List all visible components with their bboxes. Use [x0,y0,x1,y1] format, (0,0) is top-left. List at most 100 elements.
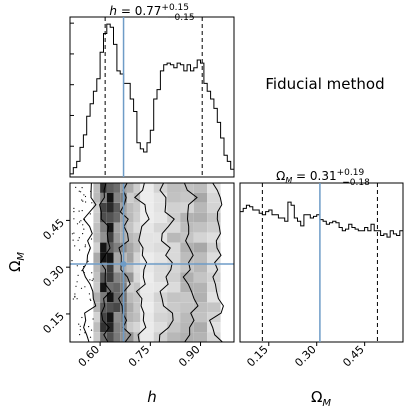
density-cell [180,292,194,303]
density-cell [153,183,168,193]
density-cell [93,202,101,213]
density-cell [153,292,168,303]
scatter-point [73,207,75,209]
contour-line [134,183,150,342]
density-cell [106,292,114,303]
density-cell [106,332,114,342]
density-cell [180,252,194,263]
density-cell [113,202,121,213]
density-cell [140,332,154,342]
scatter-point [79,334,81,336]
contour-line [182,183,199,342]
x-tick-label: 0.60 [76,343,103,370]
density-cell [167,212,181,223]
scatter-point [82,233,84,235]
density-cell [167,183,181,193]
joint-y-label-param: Ω [6,261,24,272]
density-cell [193,312,208,323]
density-cell [93,212,101,223]
density-cell [207,202,221,213]
density-cell [100,332,107,342]
density-cell [126,262,134,273]
scatter-point [78,190,80,192]
density-cell [167,202,181,213]
scatter-point [76,281,78,283]
scatter-point [75,285,77,287]
density-cell [153,272,168,283]
density-cell [153,202,168,213]
density-cell [193,183,208,193]
density-cell [193,232,208,243]
density-cell [193,302,208,313]
density-cell [100,282,107,293]
x-tick-label: 0.75 [126,343,153,370]
density-cell [100,272,107,283]
scatter-point [76,298,78,300]
density-cell [193,202,208,213]
density-cell [167,262,181,273]
scatter-point [91,272,93,274]
scatter-point [90,238,93,240]
density-cell [180,192,194,203]
density-cell [106,302,114,313]
scatter-point [81,199,83,201]
scatter-point [71,233,73,235]
density-cell [133,183,141,193]
density-cell [167,252,181,263]
density-cell [140,232,154,243]
density-cell [100,183,107,193]
omega-x-tick-label: 0.15 [244,343,271,370]
scatter-point [84,286,86,288]
density-cell [207,282,221,293]
density-cell [180,242,194,253]
omega-marginal-title: ΩM = 0.31+0.19 −0.18 [276,168,370,188]
scatter-point [72,298,74,300]
joint-scatter-points [71,186,94,338]
density-cell [153,242,168,253]
density-cell [207,242,221,253]
density-cell [133,192,141,203]
scatter-point [87,260,89,262]
density-cell [180,202,194,213]
scatter-point [74,293,76,295]
density-cell [93,262,101,273]
scatter-point [82,200,84,202]
density-cell [140,242,154,253]
density-cell [93,242,101,253]
density-cell [153,222,168,233]
density-cell [133,302,141,313]
density-cell [140,282,154,293]
density-cell [113,242,121,253]
density-cell [180,282,194,293]
density-cell [113,272,121,283]
density-cell [106,252,114,263]
method-label: Fiducial method [265,75,384,93]
density-cell [167,282,181,293]
joint-x-label: h [147,388,157,406]
density-cell [126,302,134,313]
h-title-param: h [109,4,117,18]
density-cell [113,212,121,223]
omega-x-axis: 0.15 0.30 0.45 [244,342,367,370]
density-cell [153,192,168,203]
density-cell [207,192,221,203]
density-cell [133,252,141,263]
density-cell [207,292,221,303]
density-cell [133,272,141,283]
h-marginal-title: h = 0.77+0.15 −0.15 [109,3,194,23]
density-cell [106,212,114,223]
scatter-point [81,210,83,212]
density-cell [207,322,221,332]
omega-marginal-frame [239,182,404,343]
omega-x-label: ΩM [311,388,331,409]
density-cell [126,192,134,203]
contour-line [208,183,224,342]
density-cell [167,332,181,342]
density-cell [133,322,141,332]
density-cell [193,252,208,263]
density-cell [207,212,221,223]
density-cell [93,322,101,332]
y-tick-label: 0.45 [40,216,67,243]
scatter-point [79,249,81,251]
y-tick-label: 0.30 [40,263,67,290]
